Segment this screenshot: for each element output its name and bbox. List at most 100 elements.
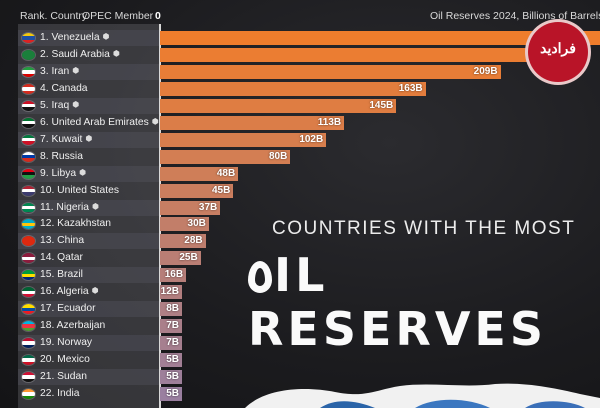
country-flag-icon [22, 168, 35, 179]
bar: 45B [160, 183, 234, 198]
country-row: 5. Iraq ⬢ [18, 97, 159, 114]
country-flag-icon [22, 117, 35, 128]
opec-member-icon: ⬢ [91, 286, 99, 296]
bar: 12B [160, 285, 182, 300]
country-label: 15. Brazil [40, 269, 83, 281]
country-flag-icon [22, 100, 35, 111]
country-flag-icon [22, 151, 35, 162]
bar: 7B [160, 336, 182, 351]
country-label: 16. Algeria ⬢ [40, 286, 99, 298]
country-flag-icon [22, 287, 35, 298]
bar: 48B [160, 166, 239, 181]
country-flag-icon [22, 236, 35, 247]
bar-value-label: 5B [166, 371, 179, 382]
bar: 261B [160, 47, 586, 62]
bar-value-label: 163B [398, 82, 423, 94]
opec-member-icon: ⬢ [79, 167, 87, 177]
country-flag-icon [22, 372, 35, 382]
watermark-logo-text: فرادید [540, 40, 576, 56]
country-flag-icon [22, 355, 35, 366]
opec-member-icon: ⬢ [85, 133, 93, 143]
bar: 80B [160, 149, 291, 164]
bar-value-label: 16B [164, 269, 184, 281]
country-row: 15. Brazil [18, 267, 159, 284]
bar-value-label: 8B [166, 303, 179, 315]
bar-value-label: 209B [473, 65, 498, 77]
bar-value-label: 37B [198, 201, 218, 213]
opec-member-icon: ⬢ [72, 99, 80, 109]
country-flag-icon [22, 338, 35, 349]
bar: 209B [160, 64, 501, 79]
bar: 37B [160, 200, 221, 215]
bar-value-label: 28B [184, 235, 203, 247]
bar-value-label: 5B [166, 354, 179, 366]
country-flag-icon [22, 253, 35, 264]
chart-title: IL RESERVES [248, 248, 600, 356]
bar-value-label: 25B [179, 252, 198, 264]
bar-value-label: 30B [187, 218, 206, 230]
country-flag-icon [22, 202, 35, 213]
country-row: 13. China [18, 233, 159, 250]
bar: 28B [160, 234, 206, 249]
country-label: 10. United States [40, 184, 119, 196]
zero-axis-line [159, 24, 161, 408]
country-label: 21. Sudan [40, 371, 87, 382]
bar: 7B [160, 319, 182, 334]
header-units: Oil Reserves 2024, Billions of Barrels [430, 10, 600, 22]
bar: 113B [160, 115, 345, 130]
country-label: 18. Azerbaijan [40, 320, 106, 332]
bar: 145B [160, 98, 397, 113]
country-flag-icon [22, 304, 35, 315]
opec-member-icon: ⬢ [102, 32, 110, 41]
bar-value-label: 45B [211, 184, 231, 196]
bar: 5B [160, 370, 182, 384]
bar: 30B [160, 217, 209, 232]
country-flag-icon [22, 66, 35, 77]
country-flag-icon [22, 321, 35, 332]
chart-title-text: IL RESERVES [248, 248, 547, 356]
country-flag-icon [22, 33, 35, 43]
bar: 8B [160, 302, 182, 317]
country-flag-icon [22, 388, 35, 399]
bar: 5B [160, 386, 182, 401]
country-flag-icon [22, 49, 35, 60]
country-label: 20. Mexico [40, 354, 90, 366]
country-label: 5. Iraq ⬢ [40, 99, 80, 111]
country-flag-icon [22, 185, 35, 196]
country-label: 22. India [40, 387, 80, 399]
country-label: 14. Qatar [40, 252, 83, 264]
bar: 163B [160, 81, 426, 96]
country-flag-icon [22, 219, 35, 230]
bar-value-label: 80B [269, 150, 288, 162]
country-row: 17. Ecuador [18, 301, 159, 318]
header-rank-country: Rank. Country [20, 10, 88, 22]
country-label: 3. Iran ⬢ [40, 65, 80, 77]
country-label: 7. Kuwait ⬢ [40, 133, 93, 145]
oil-drop-icon [248, 261, 272, 293]
bar [160, 31, 600, 45]
watermark-logo: فرادید [528, 22, 588, 82]
opec-member-icon: ⬢ [92, 201, 100, 211]
bar: 102B [160, 132, 327, 147]
country-label: 9. Libya ⬢ [40, 167, 87, 179]
country-column-band [18, 24, 159, 408]
country-label: 2. Saudi Arabia ⬢ [40, 48, 120, 60]
country-row: 21. Sudan [18, 369, 159, 385]
country-label: 19. Norway [40, 337, 93, 349]
opec-member-icon: ⬢ [112, 48, 120, 58]
chart-subtitle: COUNTRIES WITH THE MOST [272, 218, 576, 239]
bar-value-label: 7B [166, 337, 179, 349]
bar-value-label: 102B [299, 133, 324, 145]
country-label: 6. United Arab Emirates ⬢ [40, 116, 159, 128]
country-label: 4. Canada [40, 82, 88, 94]
country-row: 11. Nigeria ⬢ [18, 199, 159, 216]
country-flag-icon [22, 134, 35, 145]
header-opec-member: OPEC Member [82, 10, 154, 22]
bar: 5B [160, 353, 182, 368]
country-label: 17. Ecuador [40, 303, 96, 315]
country-flag-icon [22, 270, 35, 281]
country-label: 1. Venezuela ⬢ [40, 32, 110, 43]
country-row: 3. Iran ⬢ [18, 63, 159, 80]
opec-member-icon: ⬢ [151, 116, 159, 126]
country-label: 11. Nigeria ⬢ [40, 201, 100, 213]
